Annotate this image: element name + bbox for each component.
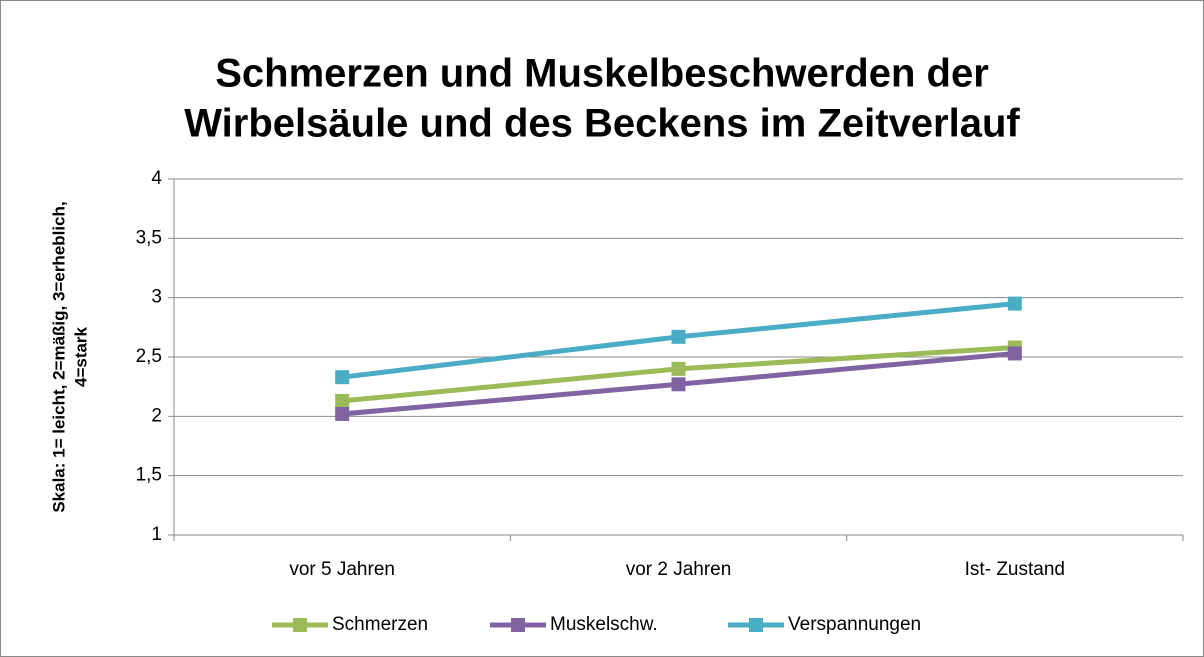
- data-point: [335, 406, 350, 421]
- legend-label: Verspannungen: [788, 614, 921, 635]
- data-point: [1007, 296, 1022, 311]
- legend-marker: [511, 618, 525, 632]
- y-tick-label: 4: [151, 168, 162, 189]
- y-tick-label: 3,5: [136, 227, 162, 248]
- x-tick-label: vor 2 Jahren: [626, 559, 732, 580]
- x-tick-label: Ist- Zustand: [965, 559, 1065, 580]
- data-point: [335, 370, 350, 385]
- data-point: [335, 393, 350, 408]
- data-point: [671, 377, 686, 392]
- data-point: [671, 329, 686, 344]
- y-axis-label: Skala: 1= leicht, 2=mäßig, 3=erheblich,: [49, 201, 68, 512]
- y-tick-label: 3: [151, 287, 162, 308]
- legend-marker: [749, 618, 763, 632]
- legend-label: Muskelschw.: [550, 614, 658, 635]
- data-point: [671, 361, 686, 376]
- chart-title: Schmerzen und Muskelbeschwerden der: [215, 52, 989, 96]
- chart-title: Wirbelsäule und des Beckens im Zeitverla…: [184, 102, 1020, 146]
- y-tick-label: 1: [151, 524, 162, 545]
- y-tick-label: 2,5: [136, 346, 162, 367]
- legend-marker: [293, 618, 307, 632]
- x-tick-label: vor 5 Jahren: [289, 559, 395, 580]
- data-point: [1007, 346, 1022, 361]
- legend-label: Schmerzen: [332, 614, 428, 635]
- y-tick-label: 2: [151, 405, 162, 426]
- y-tick-label: 1,5: [136, 465, 162, 486]
- y-axis-label: 4=stark: [71, 326, 90, 387]
